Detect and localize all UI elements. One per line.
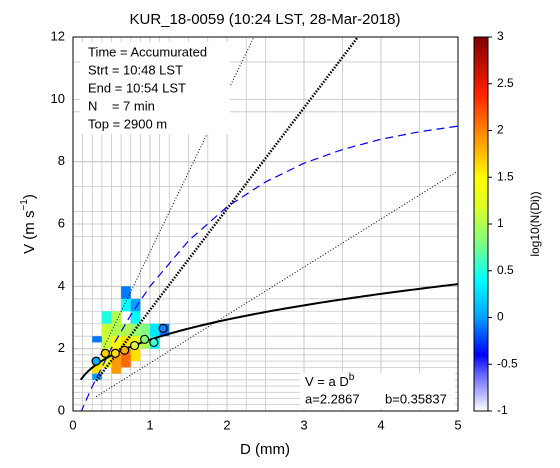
y-tick-label: 10 — [51, 91, 65, 106]
x-tick-label: 5 — [454, 417, 461, 432]
mean-point — [110, 348, 120, 358]
heat-cell — [111, 348, 122, 374]
heat-cell — [111, 336, 122, 349]
heat-cell — [121, 286, 131, 299]
heat-cell — [140, 323, 150, 337]
info-box — [80, 42, 230, 134]
mean-point — [119, 345, 130, 355]
x-tick-label: 4 — [377, 417, 384, 432]
mean-point — [130, 340, 140, 351]
y-tick-label: 6 — [58, 215, 65, 230]
heat-cell — [92, 336, 102, 343]
heat-cell — [130, 298, 141, 312]
fit-a: a=2.2867 — [305, 391, 360, 406]
y-tick-label: 12 — [51, 28, 65, 43]
reference-line — [80, 125, 458, 411]
reference-line — [95, 37, 359, 382]
colorbar-tick-label: 1 — [497, 216, 504, 230]
info-line: Time = Accumurated — [88, 44, 207, 59]
fit-eq-main: V = a D — [305, 374, 349, 389]
colorbar-tick-label: 1.5 — [497, 169, 514, 183]
x-tick-label: 2 — [223, 417, 230, 432]
colorbar-tick-label: 2 — [497, 123, 504, 137]
y-tick-label: 4 — [58, 278, 65, 293]
mean-point — [149, 337, 159, 348]
y-axis-label: V (m s−1) — [19, 194, 38, 254]
x-axis-label: D (mm) — [240, 441, 290, 458]
colorbar-tick-label: 3 — [497, 29, 504, 43]
heat-cell — [101, 311, 112, 324]
fit-box — [300, 373, 455, 409]
mean-point — [91, 356, 101, 366]
reference-line — [95, 170, 458, 398]
heat-cell — [121, 348, 131, 368]
colorbar-tick-label: -0.5 — [497, 356, 518, 370]
mean-point — [100, 348, 110, 358]
colorbar-label: log10(N(Di)) — [528, 191, 542, 256]
x-tick-label: 3 — [300, 417, 307, 432]
y-label-end: ) — [21, 194, 38, 199]
info-line: Strt = 10:48 LST — [88, 62, 183, 77]
info-line: N = 7 min — [88, 98, 155, 113]
heat-cell — [111, 311, 122, 337]
info-line: Top = 2900 m — [88, 116, 167, 131]
info-line: End = 10:54 LST — [88, 80, 186, 95]
heat-cell — [121, 323, 131, 337]
colorbar-tick-label: 0 — [497, 310, 504, 324]
heat-cell — [101, 323, 112, 349]
mean-point — [140, 334, 150, 344]
heat-cell — [92, 361, 102, 374]
colorbar-tick-label: 2.5 — [497, 76, 514, 90]
y-tick-label: 2 — [58, 340, 65, 355]
fit-eq-sup: b — [349, 372, 355, 383]
heat-cell — [130, 311, 141, 324]
colorbar-tick-label: 0.5 — [497, 263, 514, 277]
reference-line — [95, 37, 255, 364]
chart-title: KUR_18-0059 (10:24 LST, 28-Mar-2018) — [130, 11, 401, 28]
axes-frame — [72, 36, 459, 412]
y-label-sup: −1 — [19, 199, 30, 211]
colorbar — [473, 36, 489, 412]
heat-cell — [150, 323, 160, 337]
y-tick-label: 0 — [58, 402, 65, 417]
colorbar-tick-label: -1 — [497, 403, 508, 417]
mean-point — [158, 323, 168, 334]
heat-cell — [130, 348, 141, 362]
fit-b: b=0.35837 — [385, 391, 447, 406]
x-tick-label: 1 — [146, 417, 153, 432]
y-tick-label: 8 — [58, 153, 65, 168]
fit-equation: V = a Db — [305, 372, 355, 390]
heat-cell — [121, 298, 131, 312]
y-label-main: V (m s — [21, 211, 38, 254]
x-tick-label: 0 — [69, 417, 76, 432]
